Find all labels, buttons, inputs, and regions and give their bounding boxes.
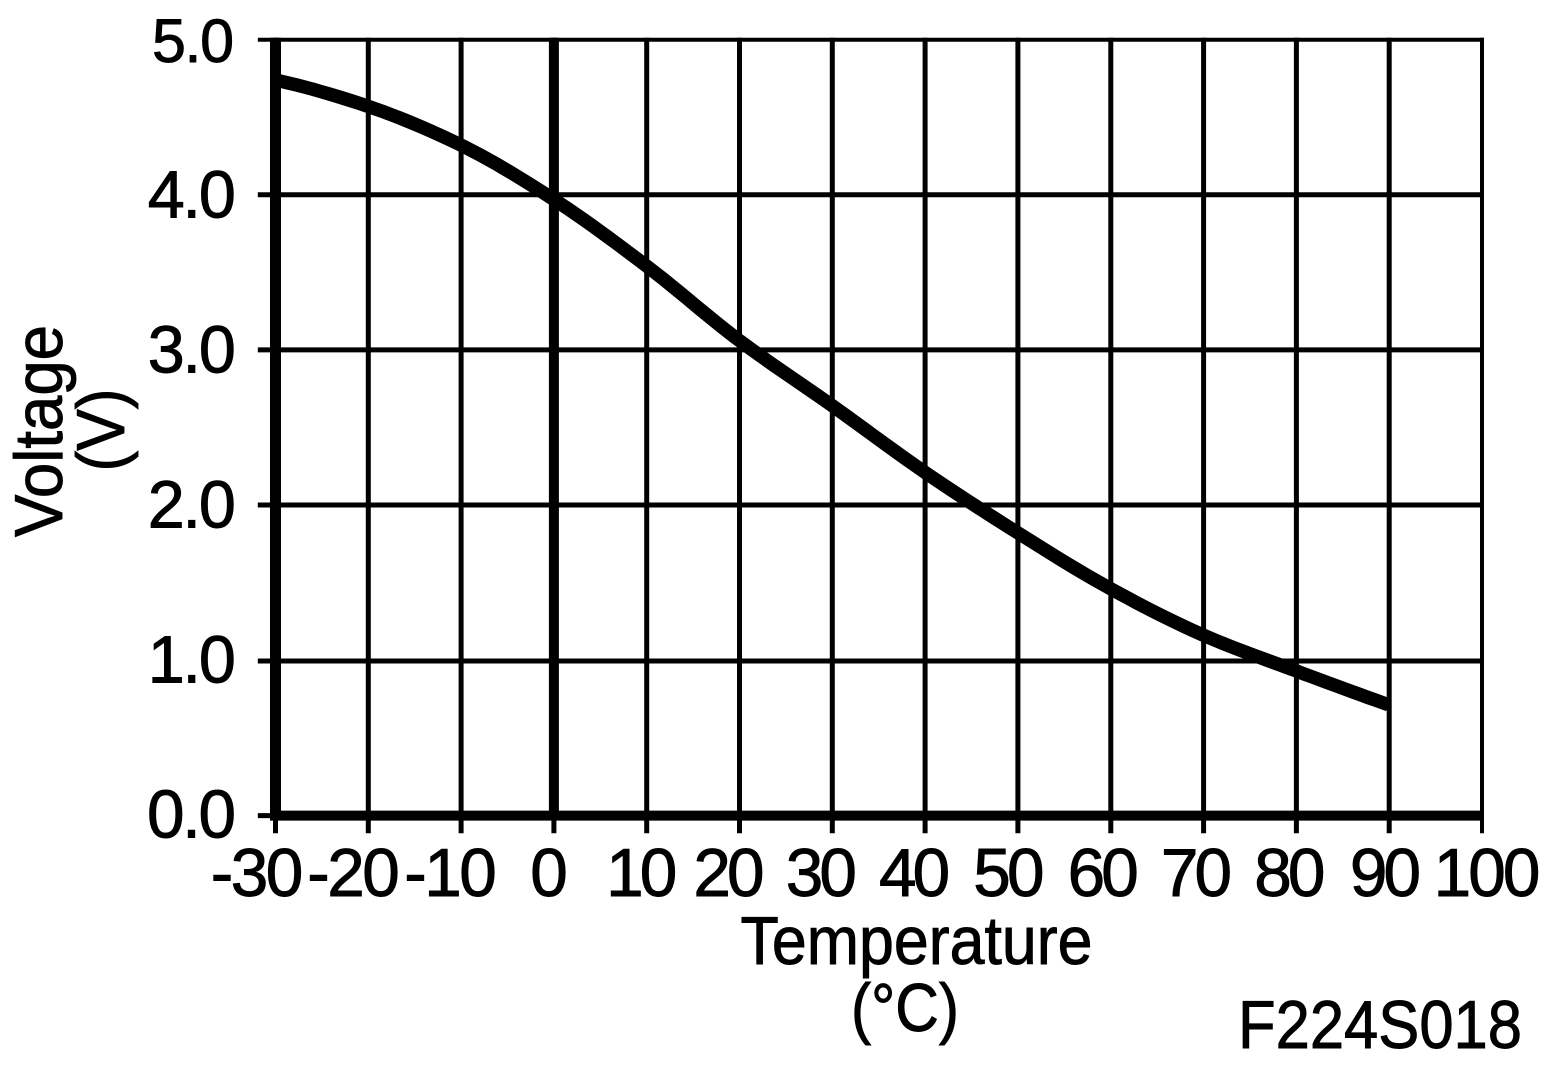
svg-text:Voltage: Voltage <box>2 325 77 537</box>
svg-text:3.0: 3.0 <box>148 313 236 387</box>
svg-text:-20: -20 <box>307 836 400 911</box>
svg-text:70: 70 <box>1161 836 1232 911</box>
svg-text:80: 80 <box>1254 836 1325 911</box>
svg-text:0.0: 0.0 <box>147 778 236 853</box>
svg-text:50: 50 <box>973 836 1044 911</box>
svg-text:90: 90 <box>1350 836 1421 911</box>
svg-text:2.0: 2.0 <box>148 469 236 543</box>
svg-text:40: 40 <box>879 836 950 911</box>
svg-text:100: 100 <box>1434 836 1541 911</box>
svg-text:Temperature: Temperature <box>741 904 1093 979</box>
svg-text:20: 20 <box>693 836 764 911</box>
svg-text:5.0: 5.0 <box>152 7 234 75</box>
svg-text:0: 0 <box>530 836 568 911</box>
svg-text:(°C): (°C) <box>851 971 959 1046</box>
svg-text:1.0: 1.0 <box>148 624 236 698</box>
svg-text:(V): (V) <box>64 389 139 472</box>
svg-text:60: 60 <box>1068 836 1139 911</box>
svg-text:4.0: 4.0 <box>148 158 236 232</box>
svg-text:-30: -30 <box>211 836 304 911</box>
svg-text:-10: -10 <box>404 836 497 911</box>
svg-text:10: 10 <box>606 836 677 911</box>
svg-text:F224S018: F224S018 <box>1238 988 1522 1063</box>
svg-text:30: 30 <box>786 836 857 911</box>
